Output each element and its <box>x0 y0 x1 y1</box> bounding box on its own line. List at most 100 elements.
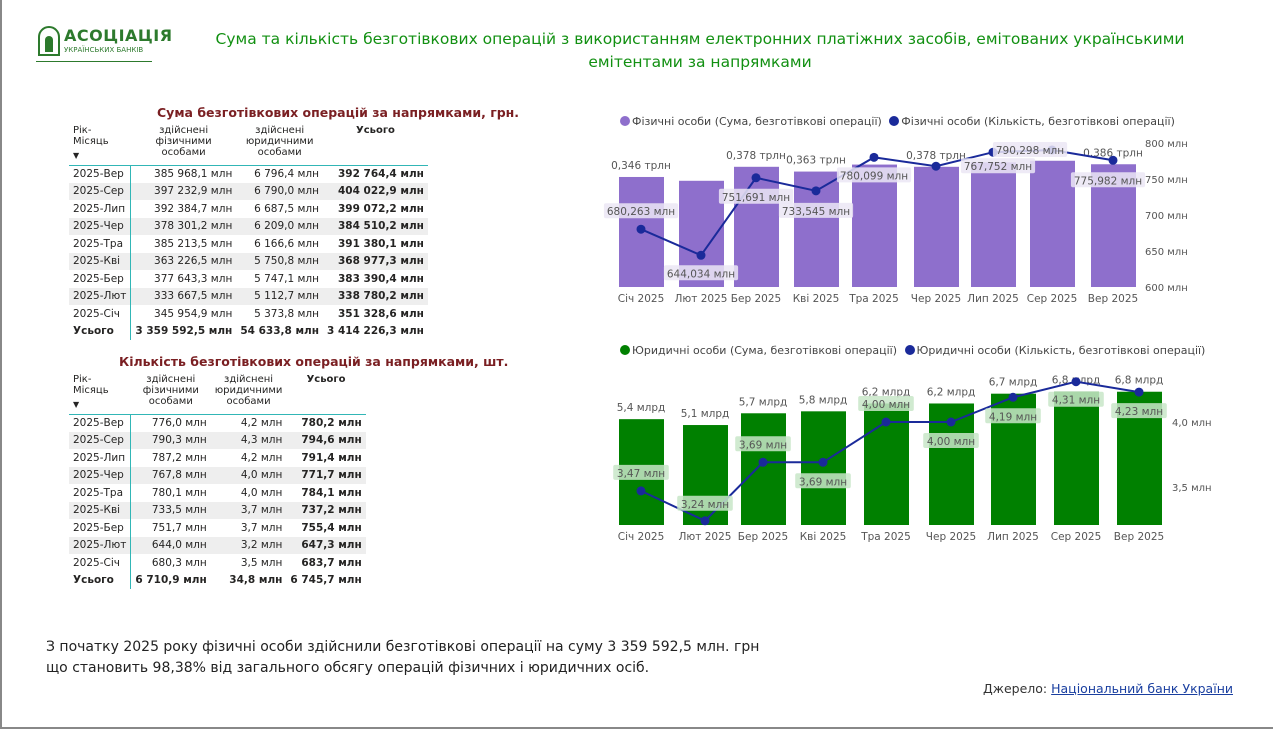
x-tick-label: Сер 2025 <box>1027 293 1078 305</box>
x-tick-label: Чер 2025 <box>911 293 961 305</box>
bar-label: 5,7 млрд <box>739 396 788 408</box>
bar <box>801 411 846 525</box>
table-cell: 2025-Бер <box>69 519 132 537</box>
table-cell: 787,2 млн <box>151 451 207 464</box>
table-row[interactable]: 2025-Лют 644,0 млн 3,2 млн 647,3 млн <box>69 536 366 554</box>
table-row[interactable]: 2025-Вер 385 968,1 млн 6 796,4 млн 392 764,… <box>69 165 428 183</box>
table-cell: 3 359 592,5 млн <box>135 325 233 338</box>
table-cell: 6 710,9 млн <box>135 574 207 587</box>
table-row[interactable]: 2025-Тра 385 213,5 млн 6 166,6 млн 391 380,… <box>69 235 428 253</box>
legend-item[interactable]: Юридичні особи (Сума, безготівкові опера… <box>632 344 898 357</box>
table-cell: 54 633,8 млн <box>240 325 319 338</box>
column-header[interactable]: здійснені фізичними особами <box>130 125 237 166</box>
table-row[interactable]: 2025-Січ 345 954,9 млн 5 373,8 млн 351 328,… <box>69 305 428 323</box>
table-cell: 2025-Вер <box>69 414 132 432</box>
total-row[interactable]: Усього 6 710,9 млн 34,8 млн 6 745,7 млн <box>69 571 366 589</box>
sort-desc-icon[interactable]: ▼ <box>73 151 80 160</box>
source-link[interactable]: Національний банк України <box>1051 681 1233 696</box>
line-label: 767,752 млн <box>964 161 1032 173</box>
table-row[interactable]: 2025-Чер 767,8 млн 4,0 млн 771,7 млн <box>69 466 366 484</box>
table-row[interactable]: 2025-Бер 377 643,3 млн 5 747,1 млн 383 390,… <box>69 270 428 288</box>
title-line: емітентами за напрямками <box>588 53 812 71</box>
column-header[interactable]: Рік-Місяць ▼ <box>69 374 131 415</box>
table-cell: 2025-Лип <box>69 200 132 218</box>
table-cell: 780,1 млн <box>151 486 207 499</box>
line-label-bg <box>960 158 1036 174</box>
table-row[interactable]: 2025-Бер 751,7 млн 3,7 млн 755,4 млн <box>69 519 366 537</box>
line-label: 775,982 млн <box>1074 175 1142 187</box>
line-label: 3,24 млн <box>681 499 729 511</box>
source: Джерело: Національний банк України <box>983 681 1233 696</box>
table-row[interactable]: 2025-Сер 790,3 млн 4,3 млн 794,6 млн <box>69 431 366 449</box>
bar <box>1054 391 1099 525</box>
table-cell: 3,5 млн <box>240 556 283 569</box>
column-header[interactable]: Усього <box>322 125 428 166</box>
table-row[interactable]: 2025-Сер 397 232,9 млн 6 790,0 млн 404 022,… <box>69 182 428 200</box>
table-title: Сума безготівкових операцій за напрямкам… <box>157 105 520 120</box>
table-cell: 385 968,1 млн <box>154 168 233 180</box>
table-cell: 2025-Лют <box>69 536 132 554</box>
table-row[interactable]: 2025-Січ 680,3 млн 3,5 млн 683,7 млн <box>69 554 366 572</box>
title-line: Сума та кількість безготівкових операцій… <box>215 30 1185 48</box>
bar <box>971 162 1016 287</box>
table-row[interactable]: 2025-Тра 780,1 млн 4,0 млн 784,1 млн <box>69 484 366 502</box>
line-label: 3,69 млн <box>799 476 847 488</box>
table-row[interactable]: 2025-Вер 776,0 млн 4,2 млн 780,2 млн <box>69 414 366 432</box>
line-label: 751,691 млн <box>722 192 790 204</box>
table-row[interactable]: 2025-Кві 733,5 млн 3,7 млн 737,2 млн <box>69 501 366 519</box>
line-label: 4,31 млн <box>1052 395 1100 407</box>
table-cell: 333 667,5 млн <box>130 287 237 305</box>
line-label: 4,00 млн <box>927 436 975 448</box>
legend-item[interactable]: Фізичні особи (Сума, безготівкові операц… <box>632 115 882 128</box>
line-label-bg <box>603 203 679 219</box>
table-row[interactable]: 2025-Лип 787,2 млн 4,2 млн 791,4 млн <box>69 449 366 467</box>
column-header[interactable]: здійснені юридичними особами <box>210 374 287 415</box>
line-point <box>1008 392 1018 402</box>
bar <box>734 166 779 287</box>
table-row[interactable]: 2025-Кві 363 226,5 млн 5 750,8 млн 368 977,… <box>69 252 428 270</box>
line-label-bg <box>795 473 851 489</box>
table-cell: 345 954,9 млн <box>154 307 233 320</box>
table-cell: 647,3 млн <box>286 536 366 554</box>
column-header[interactable]: Рік-Місяць ▼ <box>69 125 131 166</box>
x-tick-label: Лют 2025 <box>675 293 728 305</box>
sort-desc-icon[interactable]: ▼ <box>73 400 80 409</box>
table-row[interactable]: 2025-Чер 378 301,2 млн 6 209,0 млн 384 510,… <box>69 217 428 235</box>
window-border <box>0 727 1273 729</box>
table-cell: 3,2 млн <box>210 536 287 554</box>
legend-item[interactable]: Фізичні особи (Кількість, безготівкові о… <box>901 115 1175 128</box>
table-cell: 377 643,3 млн <box>154 272 233 285</box>
line-label-bg <box>663 265 739 281</box>
table-cell: 3,7 млн <box>210 501 287 519</box>
table-cell: 4,3 млн <box>210 431 287 449</box>
bar-label: 0,378 трлн <box>726 150 786 162</box>
line-point <box>1071 377 1081 387</box>
table-cell: 4,0 млн <box>210 466 287 484</box>
line-point <box>869 152 879 162</box>
table-row[interactable]: 2025-Лип 392 384,7 млн 6 687,5 млн 399 072,… <box>69 200 428 218</box>
line-label: 780,099 млн <box>840 170 908 182</box>
table-cell: 368 977,3 млн <box>322 252 428 270</box>
table-cell: 392 384,7 млн <box>154 202 233 215</box>
x-tick-label: Бер 2025 <box>731 293 781 305</box>
x-tick-label: Кві 2025 <box>800 531 847 543</box>
column-header[interactable]: Усього <box>286 374 366 415</box>
x-tick-label: Січ 2025 <box>618 531 665 543</box>
y-tick-label: 800 млн <box>1145 139 1188 150</box>
line-label-bg <box>858 396 914 411</box>
legend-item[interactable]: Юридичні особи (Кількість, безготівкові … <box>916 344 1206 357</box>
bar-label: 6,2 млрд <box>862 386 911 398</box>
bar <box>1030 160 1075 287</box>
line-point <box>636 224 646 234</box>
table-cell: 338 780,2 млн <box>322 287 428 305</box>
column-header[interactable]: здійснені юридичними особами <box>236 125 323 166</box>
window-border <box>0 0 2 729</box>
table-row[interactable]: 2025-Лют 333 667,5 млн 5 112,7 млн 338 780,… <box>69 287 428 305</box>
table-cell: 6 209,0 млн <box>236 217 323 235</box>
line-label: 3,47 млн <box>617 468 665 480</box>
column-header[interactable]: здійснені фізичними особами <box>130 374 211 415</box>
total-row[interactable]: Усього 3 359 592,5 млн 54 633,8 млн 3 414 2… <box>69 322 428 340</box>
line-point <box>946 417 956 427</box>
line-label: 4,23 млн <box>1115 406 1163 418</box>
